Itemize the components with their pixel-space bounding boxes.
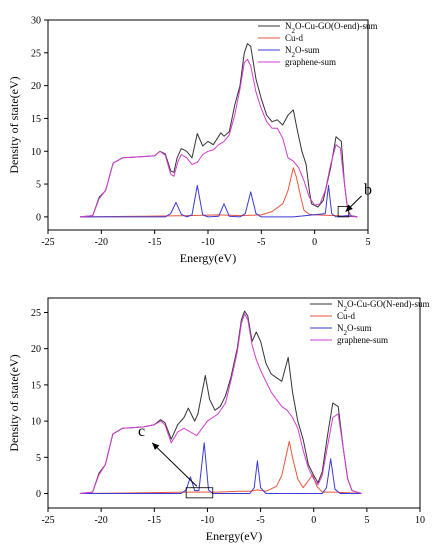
y-tick-label: 5 [36, 180, 41, 191]
x-axis-title: Energy(eV) [180, 251, 236, 265]
plot-frame [47, 19, 369, 231]
x-tick-label: 5 [364, 515, 369, 526]
series-line-0 [79, 43, 358, 218]
x-tick-label: 0 [311, 515, 316, 526]
x-tick-label: 10 [415, 515, 425, 526]
y-tick-label: 5 [36, 453, 41, 464]
x-tick-label: -10 [201, 237, 214, 248]
legend-label: N2O-sum [285, 45, 320, 59]
x-tick-label: -15 [148, 515, 161, 526]
annotation-arrowhead [152, 442, 160, 451]
x-axis-title: Energy(eV) [206, 529, 262, 543]
y-tick-label: 0 [36, 489, 41, 500]
series-line-1 [79, 167, 358, 218]
y-tick-label: 0 [36, 212, 41, 223]
legend-label: N2O-sum [337, 323, 372, 337]
series-line-2 [80, 184, 358, 218]
x-tick-label: -5 [256, 515, 264, 526]
annotation-box [337, 205, 350, 218]
x-tick-label: -5 [257, 237, 265, 248]
series-line-0 [79, 310, 362, 494]
y-axis-title: Density of state(eV) [7, 76, 21, 173]
y-axis-title: Density of state(eV) [7, 354, 21, 451]
y-tick-label: 20 [31, 344, 41, 355]
y-tick-label: 10 [31, 147, 41, 158]
legend-label: Cu-d [285, 33, 304, 43]
y-tick-label: 15 [31, 380, 41, 391]
legend-label: N2O-Cu-GO(N-end)-sum [337, 299, 429, 313]
series-line-1 [79, 440, 362, 494]
series-line-2 [79, 442, 362, 494]
y-tick-label: 15 [31, 114, 41, 125]
y-tick-label: 10 [31, 417, 41, 428]
x-tick-label: -25 [41, 237, 54, 248]
x-tick-label: 5 [366, 237, 371, 248]
y-tick-label: 20 [31, 81, 41, 92]
series-line-3 [79, 313, 362, 494]
y-tick-label: 25 [31, 308, 41, 319]
x-tick-label: -20 [95, 237, 108, 248]
x-tick-label: -25 [41, 515, 54, 526]
legend-label: N2O-Cu-GO(O-end)-sum [285, 21, 377, 35]
plot-frame [47, 297, 421, 509]
annotation-label: c [138, 423, 145, 440]
series-line-3 [79, 58, 358, 218]
dos-chart-o-end: -25 -20 -15 -10 -5 0 5 0 5 10 15 20 25 30 Energy(eV) De… [7, 16, 377, 266]
annotation-box [185, 487, 214, 499]
x-tick-label: -15 [148, 237, 161, 248]
annotation-arrow-line [151, 442, 198, 487]
legend-label: graphene-sum [337, 335, 388, 345]
annotation-label: b [364, 181, 372, 198]
y-tick-label: 25 [31, 48, 41, 59]
dos-chart-n-end: -25 -20 -15 -10 -5 0 5 10 0 5 10 15 20 25 Energy(eV) De… [7, 297, 429, 543]
annotation-arrowhead [345, 204, 353, 212]
x-tick-label: -20 [94, 515, 107, 526]
x-tick-label: -10 [201, 515, 214, 526]
y-tick-label: 30 [31, 16, 41, 27]
x-tick-label: 0 [312, 237, 317, 248]
legend-label: graphene-sum [285, 57, 336, 67]
legend-label: Cu-d [337, 311, 356, 321]
